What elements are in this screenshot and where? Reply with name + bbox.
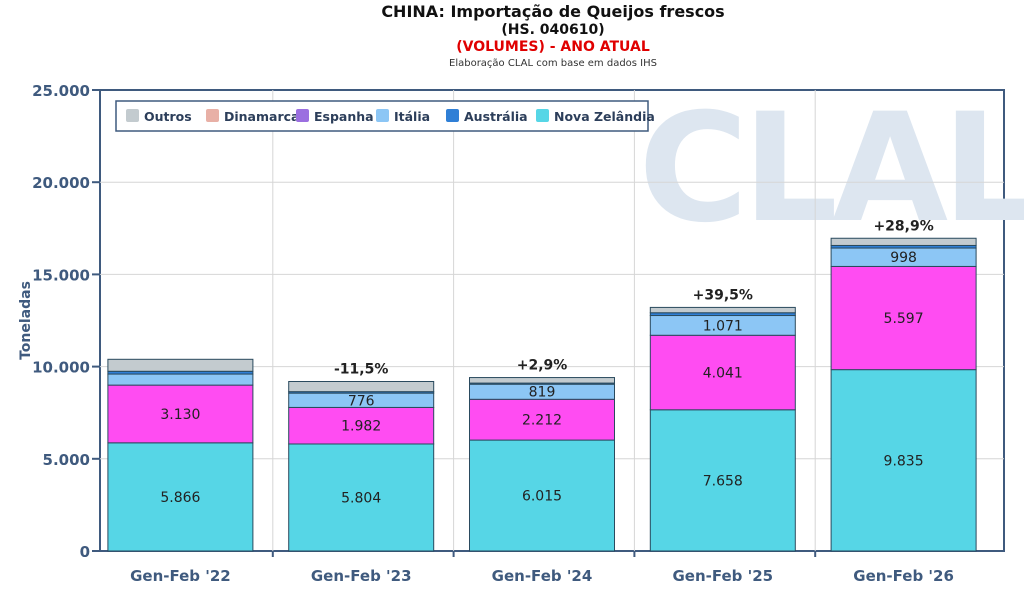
bar-segment <box>649 334 796 411</box>
legend-label: Itália <box>394 109 430 124</box>
bar-segment <box>288 380 435 393</box>
chart-source: Elaboração CLAL com base em dados IHS <box>449 58 657 69</box>
y-tick-label: 20.000 <box>32 174 90 192</box>
data-label: 2.212 <box>522 413 562 429</box>
data-label: 5.597 <box>884 311 924 327</box>
x-tick-label: Gen-Feb '24 <box>492 567 593 585</box>
data-label: 9.835 <box>884 453 924 469</box>
chart-title: CHINA: Importação de Queijos frescos <box>381 2 724 21</box>
data-label: 819 <box>529 385 556 401</box>
bar-segment <box>469 439 615 552</box>
data-label: 4.041 <box>703 366 743 382</box>
plot-area: CLAL 0 5.000 10.000 15.000 20.000 25.000 Tonela… <box>18 82 1024 585</box>
y-axis-title: Toneladas <box>18 281 34 360</box>
legend-swatch <box>206 109 219 122</box>
data-label: 5.866 <box>160 490 200 506</box>
chart-highlight: (VOLUMES) - ANO ATUAL <box>456 39 650 55</box>
legend-swatch <box>376 109 389 122</box>
data-label: 1.982 <box>341 419 381 435</box>
y-tick-label: 10.000 <box>32 359 90 377</box>
x-tick-label: Gen-Feb '26 <box>853 567 954 585</box>
y-tick-label: 0 <box>80 543 90 561</box>
bar-segment <box>107 358 254 372</box>
change-label: -11,5% <box>334 361 388 377</box>
data-label: 998 <box>890 250 917 266</box>
change-label: +39,5% <box>693 287 753 303</box>
y-tick-label: 25.000 <box>32 82 90 100</box>
bar-segment <box>649 409 796 552</box>
change-label: +2,9% <box>517 358 568 374</box>
y-tick-label: 5.000 <box>43 451 90 469</box>
change-label: +28,9% <box>873 218 933 234</box>
legend-label: Dinamarca <box>224 109 299 124</box>
data-label: 7.658 <box>703 473 743 489</box>
legend-label: Espanha <box>314 109 374 124</box>
y-tick-label: 15.000 <box>32 266 90 284</box>
bar-segment <box>830 265 977 371</box>
bar-segment <box>830 237 977 246</box>
legend-swatch <box>446 109 459 122</box>
bar-segment <box>830 369 977 552</box>
data-label: 776 <box>348 393 375 409</box>
bar-segment <box>649 306 796 314</box>
data-label: 1.071 <box>703 318 743 334</box>
legend-swatch <box>126 109 139 122</box>
x-tick-label: Gen-Feb '22 <box>130 567 231 585</box>
chart-subtitle: (HS. 040610) <box>501 22 604 38</box>
data-label: 5.804 <box>341 490 381 506</box>
bar-segment <box>288 443 435 552</box>
legend-swatch <box>296 109 309 122</box>
bar-segment <box>469 398 615 441</box>
data-label: 6.015 <box>522 489 562 505</box>
legend-label: Nova Zelândia <box>554 109 655 124</box>
legend-swatch <box>536 109 549 122</box>
bar-segment <box>469 377 615 384</box>
data-label: 3.130 <box>160 407 200 423</box>
watermark: CLAL <box>638 82 1024 256</box>
legend-label: Outros <box>144 109 192 124</box>
x-tick-label: Gen-Feb '25 <box>672 567 773 585</box>
bar-segment <box>107 373 254 386</box>
legend-label: Austrália <box>464 109 528 124</box>
x-tick-label: Gen-Feb '23 <box>311 567 412 585</box>
